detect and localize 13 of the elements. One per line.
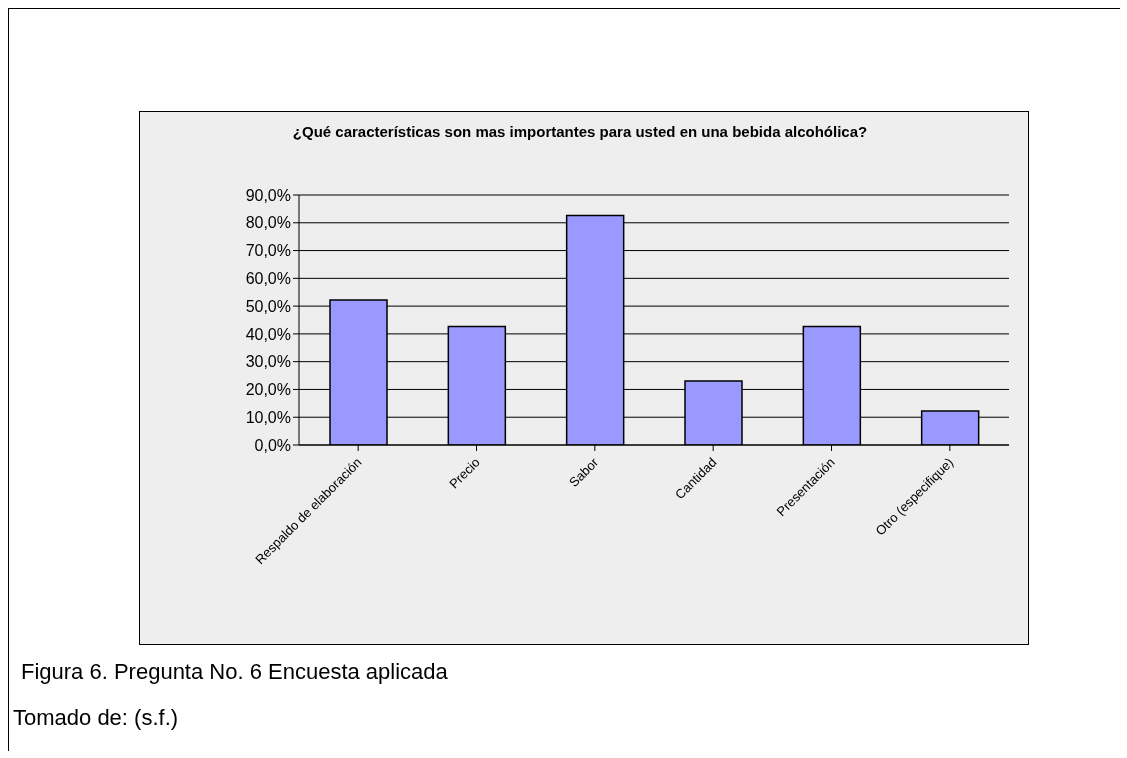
- y-tick-label: 60,0%: [245, 270, 291, 288]
- text: Figura 6. Pregunta No. 6 Encuesta aplicada: [21, 659, 448, 685]
- y-tick-label: 80,0%: [245, 214, 291, 232]
- y-tick-label: 40,0%: [245, 325, 291, 343]
- y-tick-label: 10,0%: [245, 408, 291, 426]
- y-tick-label: 90,0%: [245, 186, 291, 204]
- y-tick-label: 50,0%: [245, 297, 291, 315]
- y-tick-label: 0,0%: [254, 436, 291, 454]
- y-tick-label: 70,0%: [245, 242, 291, 260]
- y-tick-label: 30,0%: [245, 353, 291, 371]
- chart-title: ¿Qué características son mas importantes para usted en una bebida alcohólica?: [291, 122, 869, 141]
- y-tick-label: 20,0%: [245, 381, 291, 399]
- text: Tomado de: (s.f.): [13, 705, 179, 731]
